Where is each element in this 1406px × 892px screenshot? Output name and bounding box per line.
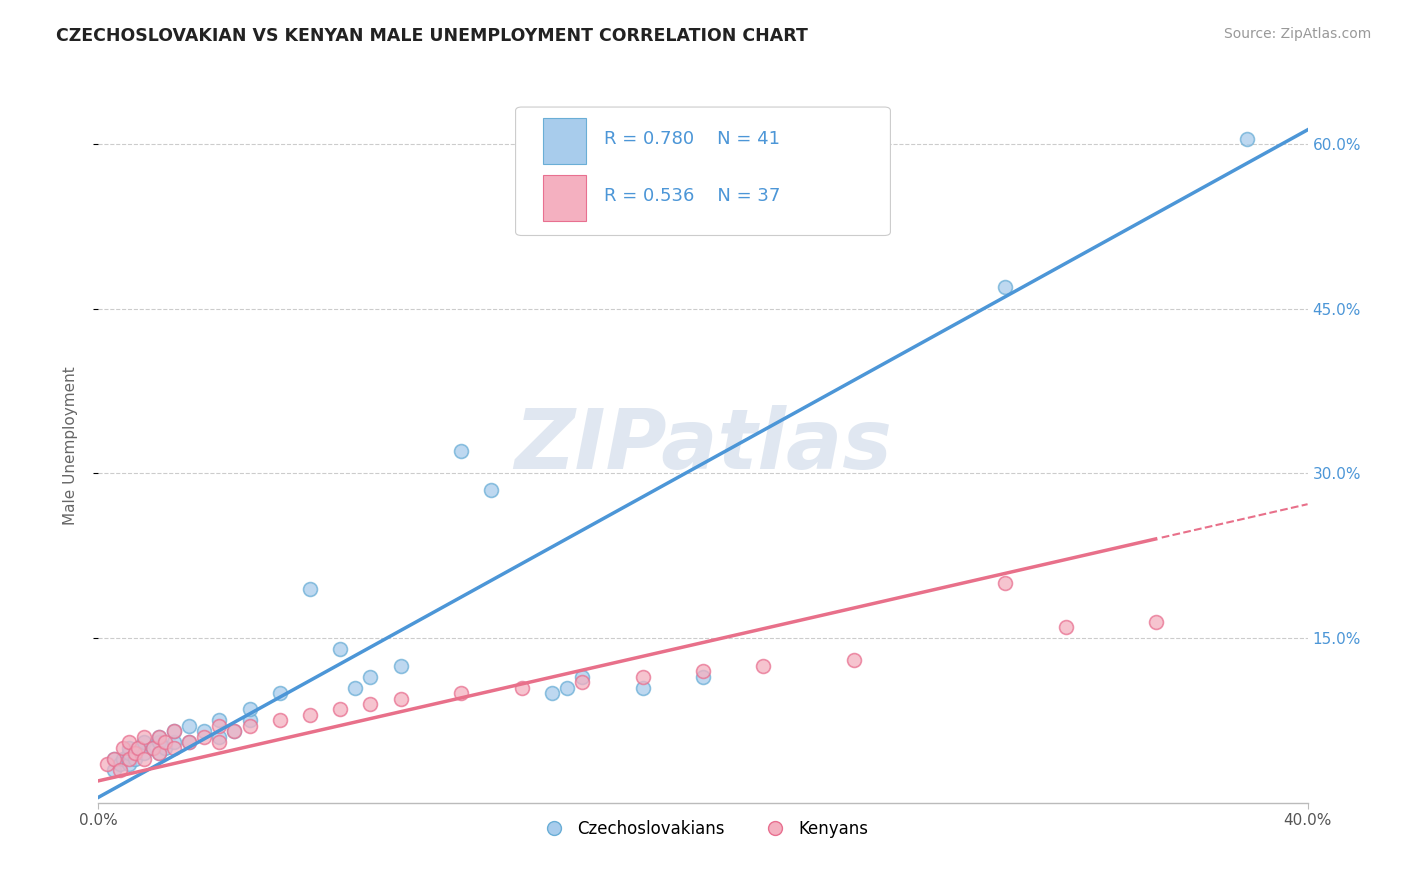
- Point: [1144, 615, 1167, 629]
- Point: [179, 735, 201, 749]
- Point: [118, 752, 141, 766]
- Point: [193, 730, 215, 744]
- Point: [1236, 131, 1258, 145]
- Point: [124, 747, 146, 761]
- Text: ZIPatlas: ZIPatlas: [515, 406, 891, 486]
- Point: [163, 740, 186, 755]
- Point: [108, 763, 131, 777]
- Point: [193, 724, 215, 739]
- Text: R = 0.536    N = 37: R = 0.536 N = 37: [603, 187, 780, 205]
- Point: [208, 735, 231, 749]
- Point: [239, 719, 262, 733]
- Point: [269, 714, 291, 728]
- Bar: [543, 118, 586, 164]
- Point: [844, 653, 866, 667]
- Point: [148, 747, 170, 761]
- Point: [239, 714, 262, 728]
- Point: [132, 747, 155, 761]
- Point: [132, 752, 155, 766]
- Point: [127, 740, 149, 755]
- Point: [96, 757, 118, 772]
- Point: [148, 735, 170, 749]
- Point: [450, 444, 472, 458]
- Point: [360, 697, 382, 711]
- Point: [360, 669, 382, 683]
- Point: [389, 658, 412, 673]
- Point: [179, 719, 201, 733]
- Point: [142, 740, 165, 755]
- Point: [142, 740, 165, 755]
- Point: [1054, 620, 1077, 634]
- Point: [571, 675, 593, 690]
- Point: [103, 752, 125, 766]
- FancyBboxPatch shape: [516, 107, 890, 235]
- Point: [111, 740, 134, 755]
- Text: R = 0.780    N = 41: R = 0.780 N = 41: [603, 130, 780, 148]
- Point: [510, 681, 533, 695]
- Point: [179, 735, 201, 749]
- Point: [163, 724, 186, 739]
- Point: [127, 740, 149, 755]
- Point: [571, 669, 593, 683]
- Point: [118, 740, 141, 755]
- Point: [631, 681, 654, 695]
- Point: [389, 691, 412, 706]
- Point: [148, 730, 170, 744]
- Bar: [543, 175, 586, 221]
- Point: [118, 757, 141, 772]
- Point: [103, 752, 125, 766]
- Point: [994, 280, 1017, 294]
- Point: [239, 702, 262, 716]
- Point: [163, 724, 186, 739]
- Point: [540, 686, 562, 700]
- Point: [481, 483, 503, 497]
- Point: [111, 752, 134, 766]
- Point: [103, 763, 125, 777]
- Point: [692, 669, 714, 683]
- Point: [631, 669, 654, 683]
- Point: [148, 730, 170, 744]
- Point: [299, 582, 322, 596]
- Point: [329, 702, 352, 716]
- Point: [299, 708, 322, 723]
- Point: [153, 740, 176, 755]
- Point: [208, 719, 231, 733]
- Point: [153, 735, 176, 749]
- Point: [692, 664, 714, 678]
- Point: [108, 757, 131, 772]
- Point: [132, 730, 155, 744]
- Point: [118, 747, 141, 761]
- Point: [148, 747, 170, 761]
- Point: [208, 714, 231, 728]
- Point: [555, 681, 578, 695]
- Legend: Czechoslovakians, Kenyans: Czechoslovakians, Kenyans: [531, 814, 875, 845]
- Point: [118, 735, 141, 749]
- Point: [224, 724, 246, 739]
- Point: [163, 735, 186, 749]
- Point: [994, 576, 1017, 591]
- Point: [132, 735, 155, 749]
- Point: [208, 730, 231, 744]
- Point: [344, 681, 367, 695]
- Text: Source: ZipAtlas.com: Source: ZipAtlas.com: [1223, 27, 1371, 41]
- Point: [450, 686, 472, 700]
- Y-axis label: Male Unemployment: Male Unemployment: [63, 367, 77, 525]
- Text: CZECHOSLOVAKIAN VS KENYAN MALE UNEMPLOYMENT CORRELATION CHART: CZECHOSLOVAKIAN VS KENYAN MALE UNEMPLOYM…: [56, 27, 808, 45]
- Point: [224, 724, 246, 739]
- Point: [124, 752, 146, 766]
- Point: [269, 686, 291, 700]
- Point: [752, 658, 775, 673]
- Point: [329, 642, 352, 657]
